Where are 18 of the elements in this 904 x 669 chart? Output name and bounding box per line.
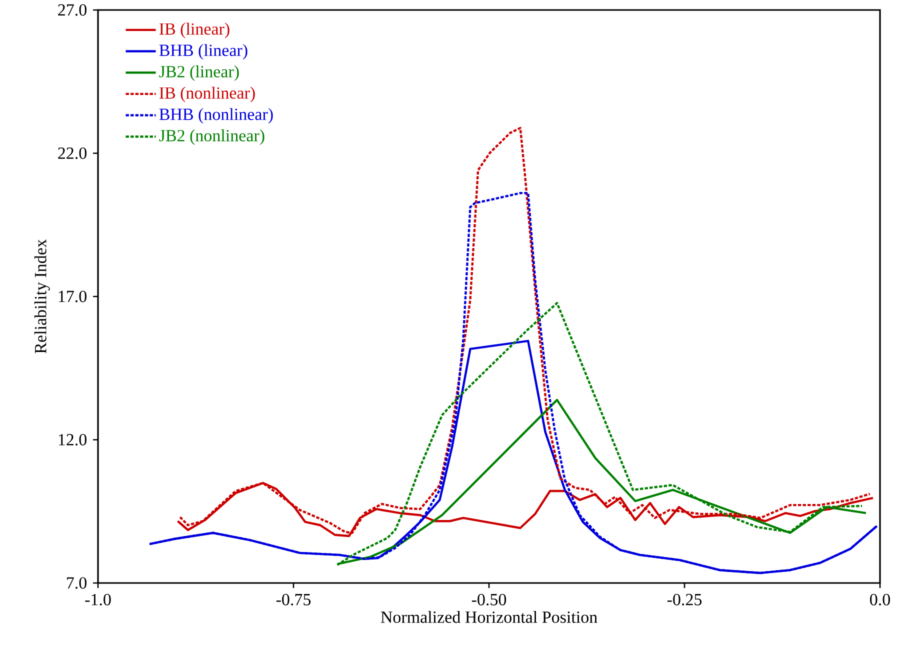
y-tick-label: 7.0: [67, 577, 86, 589]
y-tick-label: 27.0: [58, 4, 86, 16]
x-axis-title: Normalized Horizontal Position: [380, 610, 598, 623]
y-tick-label: 17.0: [58, 290, 86, 302]
y-tick-label: 12.0: [58, 434, 86, 446]
legend-label: JB2 (nonlinear): [159, 129, 264, 145]
x-tick-label: -0.25: [667, 594, 702, 606]
legend-label: BHB (linear): [159, 44, 248, 60]
y-axis-title: Reliability Index: [34, 239, 50, 354]
y-tick-label: 22.0: [58, 147, 86, 160]
legend-label: BHB (nonlinear): [159, 108, 273, 124]
x-tick-label: -0.50: [472, 594, 506, 606]
x-tick-label: 0.0: [870, 594, 890, 606]
legend-label: IB (nonlinear): [159, 86, 255, 102]
legend-label: IB (linear): [159, 22, 230, 38]
legend-label: JB2 (linear): [159, 65, 239, 81]
x-tick-label: -1.0: [85, 594, 111, 606]
x-tick-label: -0.75: [276, 594, 311, 606]
